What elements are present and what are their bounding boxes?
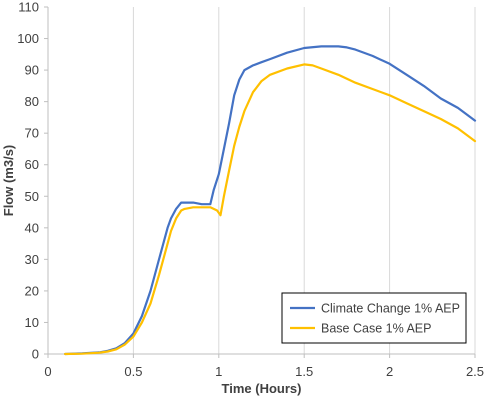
y-tick-label: 80 xyxy=(25,94,39,109)
legend-label: Base Case 1% AEP xyxy=(321,322,431,336)
x-tick-label: 0.5 xyxy=(124,364,142,379)
legend: Climate Change 1% AEP Base Case 1% AEP xyxy=(281,292,467,344)
y-tick-label: 10 xyxy=(25,315,39,330)
y-tick-label: 90 xyxy=(25,63,39,78)
axis-layer: 0 10 20 30 40 50 60 70 80 90 100 110 0 0.5 1 1.5 2 2.5 xyxy=(17,0,484,379)
x-tick-label: 2 xyxy=(386,364,393,379)
series-layer xyxy=(63,45,477,356)
y-tick-label: 30 xyxy=(25,252,39,267)
x-axis-title: Time (Hours) xyxy=(222,381,302,396)
legend-label: Climate Change 1% AEP xyxy=(321,302,460,316)
y-axis-title: Flow (m3/s) xyxy=(1,145,16,217)
x-tick-label: 2.5 xyxy=(466,364,484,379)
x-tick-label: 0 xyxy=(44,364,51,379)
y-tick-label: 100 xyxy=(17,31,39,46)
series-line-2 xyxy=(63,63,477,356)
x-tick-label: 1.5 xyxy=(295,364,313,379)
x-tick-label: 1 xyxy=(215,364,222,379)
y-tick-label: 40 xyxy=(25,220,39,235)
series-line-1 xyxy=(63,45,477,356)
y-tick-label: 110 xyxy=(18,0,39,15)
y-tick-label: 50 xyxy=(25,189,39,204)
y-tick-label: 0 xyxy=(32,347,39,362)
y-tick-label: 70 xyxy=(25,126,39,141)
y-tick-label: 60 xyxy=(25,157,39,172)
y-tick-label: 20 xyxy=(25,283,39,298)
legend-box xyxy=(281,292,467,344)
